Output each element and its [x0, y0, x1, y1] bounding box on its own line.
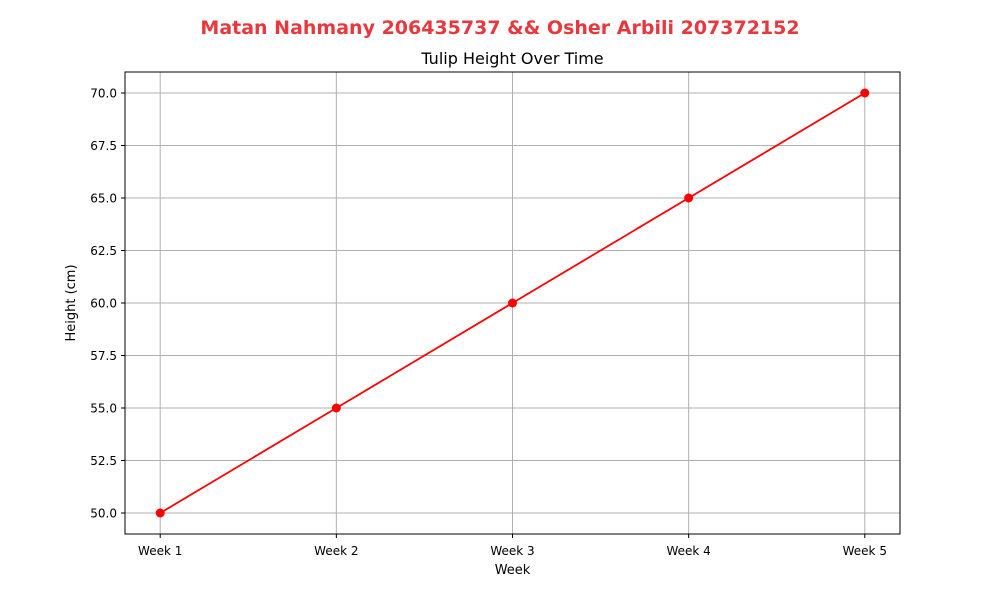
data-point-marker	[860, 88, 870, 98]
y-tick-label: 70.0	[90, 87, 117, 101]
y-axis-label: Height (cm)	[64, 264, 79, 341]
x-tick-label: Week 1	[138, 544, 182, 558]
y-tick-label: 50.0	[90, 507, 117, 521]
x-tick-label: Week 3	[490, 544, 534, 558]
x-tick-label: Week 4	[666, 544, 710, 558]
y-tick-label: 62.5	[90, 244, 117, 258]
y-tick-label: 55.0	[90, 402, 117, 416]
data-point-marker	[155, 508, 165, 518]
grid	[125, 72, 900, 534]
series	[155, 88, 870, 518]
y-tick-label: 60.0	[90, 297, 117, 311]
chart-title: Tulip Height Over Time	[420, 49, 603, 68]
figure-suptitle: Matan Nahmany 206435737 && Osher Arbili …	[200, 17, 799, 39]
axis-ticks: Week 1 Week 2 Week 3 Week 4 Week 5 50.0 52.5 55…	[90, 87, 887, 559]
data-point-marker	[508, 298, 517, 308]
x-tick-label: Week 5	[843, 544, 887, 558]
y-tick-label: 57.5	[90, 349, 117, 363]
data-point-marker	[684, 193, 694, 203]
y-tick-label: 65.0	[90, 192, 117, 206]
y-tick-label: 67.5	[90, 139, 117, 153]
y-tick-label: 52.5	[90, 454, 117, 468]
plot-frame	[124, 71, 901, 535]
data-point-marker	[331, 403, 341, 413]
x-axis-label: Week	[495, 563, 531, 578]
x-tick-label: Week 2	[314, 544, 358, 558]
